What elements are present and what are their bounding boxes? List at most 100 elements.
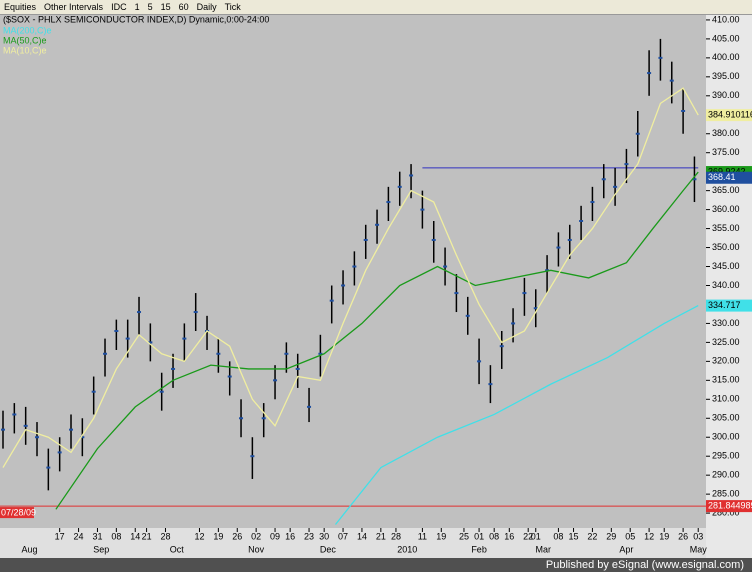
month-label: Oct — [170, 544, 185, 554]
price-close — [148, 341, 153, 344]
price-close — [284, 352, 289, 355]
chart-title: ($SOX - PHLX SEMICONDUCTOR INDEX,D) Dyna… — [3, 15, 269, 24]
y-tick-label: 410.00 — [712, 15, 740, 24]
toolbar-item[interactable]: 60 — [178, 2, 189, 12]
price-close — [386, 201, 391, 204]
price-close — [193, 311, 198, 314]
x-tick-label: 30 — [319, 531, 329, 541]
y-tick-label: 330.00 — [712, 318, 740, 328]
plot-bg — [0, 15, 706, 528]
x-tick-label: 29 — [606, 531, 616, 541]
price-close — [681, 109, 686, 112]
x-tick-label: 28 — [160, 531, 170, 541]
month-label: May — [690, 544, 708, 554]
x-tick-label: 12 — [644, 531, 654, 541]
price-close — [465, 314, 470, 317]
last-label: 334.717 — [708, 300, 741, 310]
y-tick-label: 295.00 — [712, 451, 740, 461]
toolbar-item[interactable]: IDC — [111, 2, 127, 12]
start-box — [0, 507, 34, 519]
price-close — [556, 246, 561, 249]
y-tick-label: 360.00 — [712, 204, 740, 214]
price-close — [12, 413, 17, 416]
month-label: Mar — [536, 544, 552, 554]
x-tick-label: 25 — [459, 531, 469, 541]
x-tick-label: 17 — [55, 531, 65, 541]
price-close — [69, 428, 74, 431]
marker-box — [706, 500, 752, 513]
x-tick-label: 19 — [213, 531, 223, 541]
y-tick-label: 405.00 — [712, 33, 740, 43]
x-tick-label: 12 — [194, 531, 204, 541]
ma-line — [55, 171, 699, 510]
price-close — [669, 79, 674, 82]
legend-entry: MA(10,C)e — [3, 45, 47, 55]
y-tick-label: 310.00 — [712, 394, 740, 404]
month-label: 2010 — [397, 544, 417, 554]
price-close — [658, 56, 663, 59]
y-tick-label: 400.00 — [712, 52, 740, 62]
x-tick-label: 01 — [531, 531, 541, 541]
price-close — [261, 417, 266, 420]
y-tick-label: 290.00 — [712, 470, 740, 480]
price-close — [114, 330, 119, 333]
price-close — [125, 337, 130, 340]
price-close — [239, 417, 244, 420]
last-box — [706, 299, 752, 312]
x-tick-label: 15 — [569, 531, 579, 541]
x-tick-label: 19 — [659, 531, 669, 541]
ma-line — [2, 87, 699, 468]
price-close — [57, 451, 62, 454]
x-tick-label: 21 — [142, 531, 152, 541]
legend-entry: MA(200,C)e — [3, 25, 52, 35]
x-tick-label: 14 — [130, 531, 140, 541]
y-tick-label: 365.00 — [712, 185, 740, 195]
price-close — [273, 379, 278, 382]
y-tick-label: 350.00 — [712, 242, 740, 252]
price-last-box — [706, 171, 752, 184]
x-axis-bg — [0, 528, 706, 558]
toolbar-item[interactable]: Other Intervals — [44, 2, 104, 12]
month-label: Feb — [471, 544, 487, 554]
price-close — [579, 219, 584, 222]
price-close — [590, 201, 595, 204]
toolbar-item[interactable]: Daily — [196, 2, 217, 12]
month-label: Sep — [93, 544, 109, 554]
y-tick-label: 305.00 — [712, 413, 740, 423]
toolbar-item[interactable]: 15 — [160, 2, 171, 12]
price-close — [409, 174, 414, 177]
price-close — [182, 337, 187, 340]
price-close — [159, 390, 164, 393]
price-close — [103, 352, 108, 355]
price-close — [431, 238, 436, 241]
chart: ($SOX - PHLX SEMICONDUCTOR INDEX,D) Dyna… — [0, 15, 752, 558]
price-close — [23, 424, 28, 427]
y-tick-label: 355.00 — [712, 223, 740, 233]
price-close — [601, 178, 606, 181]
start-label: 07/28/09 — [1, 507, 36, 517]
month-label: Dec — [320, 544, 337, 554]
marker-label: 281.844989 — [708, 500, 752, 510]
toolbar-item[interactable]: 5 — [147, 2, 153, 12]
x-tick-label: 02 — [251, 531, 261, 541]
price-close — [307, 405, 312, 408]
y-tick-label: 285.00 — [712, 489, 740, 499]
y-axis-bg — [706, 15, 752, 558]
last-box — [706, 109, 752, 122]
toolbar-item[interactable]: 1 — [134, 2, 140, 12]
price-close — [397, 185, 402, 188]
price-close — [533, 307, 538, 310]
price-close — [477, 360, 482, 363]
price-close — [341, 284, 346, 287]
price-close — [692, 178, 697, 181]
x-tick-label: 14 — [357, 531, 367, 541]
y-tick-label: 340.00 — [712, 280, 740, 290]
price-close — [647, 72, 652, 75]
toolbar-item[interactable]: Equities — [4, 2, 37, 12]
x-tick-label: 24 — [74, 531, 84, 541]
price-close — [624, 163, 629, 166]
y-tick-label: 380.00 — [712, 128, 740, 138]
price-close — [216, 352, 221, 355]
toolbar-item[interactable]: Tick — [224, 2, 241, 12]
